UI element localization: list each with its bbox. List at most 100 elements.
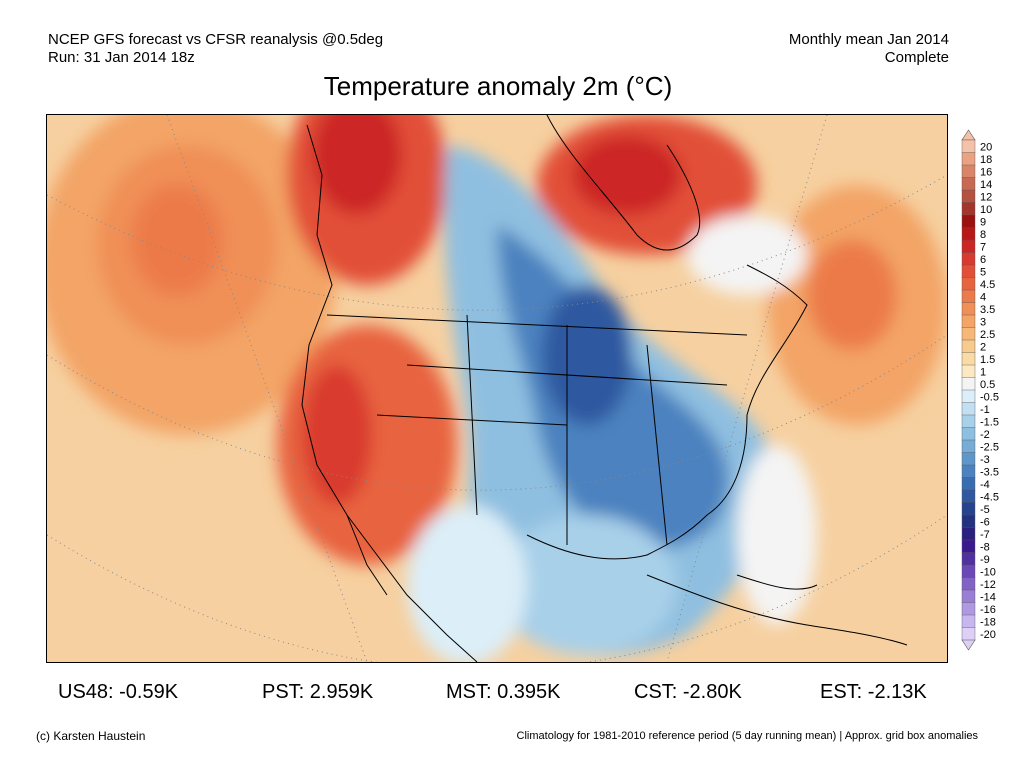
colorbar-cell: [961, 452, 976, 466]
period-label: Monthly mean Jan 2014: [788, 31, 949, 48]
colorbar-label: -2: [980, 429, 990, 441]
colorbar-cell: [961, 239, 976, 254]
colorbar-cell: [961, 252, 976, 266]
graticule: [47, 115, 947, 662]
colorbar-cell: [961, 139, 976, 154]
anomaly-field: [47, 115, 947, 662]
stat-est: EST: -2.13K: [820, 681, 927, 703]
colorbar-label: 1.5: [980, 354, 995, 366]
colorbar-cell: [961, 152, 976, 166]
colorbar-cell: [961, 314, 976, 329]
colorbar-label: 8: [980, 229, 986, 241]
colorbar-cell: [961, 214, 976, 229]
colorbar-cell: [961, 302, 976, 316]
colorbar-label: -7: [980, 529, 990, 541]
colorbar-label: -8: [980, 541, 990, 553]
colorbar-label: -10: [980, 566, 996, 578]
map-title: Temperature anomaly 2m (°C): [323, 71, 673, 101]
colorbar-cell: [961, 439, 976, 454]
anomaly-map: [46, 114, 948, 663]
colorbar-label: 2: [980, 341, 986, 353]
colorbar-cell: [961, 589, 976, 604]
colorbar-label: -14: [980, 591, 996, 603]
colorbar-label: -6: [980, 516, 990, 528]
colorbar-cell: [961, 552, 976, 566]
colorbar-label: 5: [980, 266, 986, 278]
coastlines: [301, 115, 908, 662]
colorbar-label: 12: [980, 191, 992, 203]
colorbar-cell: [961, 339, 976, 354]
colorbar-label: 7: [980, 241, 986, 253]
colorbar-cell: [961, 414, 976, 429]
colorbar-cell: [961, 502, 976, 516]
stat-us48: US48: -0.59K: [58, 681, 179, 703]
colorbar-label: 10: [980, 204, 992, 216]
colorbar-cell: [961, 364, 976, 379]
colorbar-bottom-arrow: [961, 639, 976, 651]
colorbar-label: 3.5: [980, 304, 995, 316]
colorbar-cell: [961, 377, 976, 391]
colorbar-cell: [961, 477, 976, 491]
header-left: NCEP GFS forecast vs CFSR reanalysis @0.…: [48, 31, 383, 67]
colorbar-label: -3.5: [980, 466, 999, 478]
colorbar-label: -2.5: [980, 441, 999, 453]
colorbar-label: -4: [980, 479, 990, 491]
colorbar-label: 9: [980, 216, 986, 228]
completion-status: Complete: [884, 49, 949, 66]
colorbar-label: -0.5: [980, 391, 999, 403]
colorbar-label: -18: [980, 616, 996, 628]
colorbar-cell: [961, 264, 976, 279]
colorbar-top-arrow: [961, 129, 976, 141]
climatology-note: Climatology for 1981-2010 reference peri…: [516, 730, 978, 742]
colorbar-cell: [961, 289, 976, 304]
colorbar-cell: [961, 202, 976, 216]
colorbar-cell: [961, 177, 976, 191]
colorbar-label: -5: [980, 504, 990, 516]
colorbar-cell: [961, 539, 976, 554]
colorbar-label: 2.5: [980, 329, 995, 341]
credit: (c) Karsten Haustein: [36, 729, 146, 743]
colorbar-cell: [961, 227, 976, 241]
colorbar-label: 6: [980, 254, 986, 266]
colorbar-cell: [961, 427, 976, 441]
colorbar-label: -4.5: [980, 491, 999, 503]
colorbar-label: 3: [980, 316, 986, 328]
colorbar-cell: [961, 614, 976, 629]
colorbar: 201816141210987654.543.532.521.510.5-0.5…: [961, 129, 999, 651]
colorbar-label: 4.5: [980, 279, 995, 291]
anomaly-map-svg: [47, 115, 947, 662]
colorbar-cell: [961, 627, 976, 641]
colorbar-cell: [961, 189, 976, 204]
colorbar-label: -12: [980, 579, 996, 591]
colorbar-label: -1: [980, 404, 990, 416]
model-description: NCEP GFS forecast vs CFSR reanalysis @0.…: [48, 31, 384, 48]
colorbar-cell: [961, 402, 976, 416]
colorbar-label: -16: [980, 604, 996, 616]
colorbar-label: 18: [980, 154, 992, 166]
colorbar-cell: [961, 164, 976, 179]
colorbar-label: 4: [980, 291, 986, 303]
colorbar-label: 14: [980, 179, 992, 191]
colorbar-label: 20: [980, 141, 992, 153]
colorbar-cell: [961, 389, 976, 404]
colorbar-cell: [961, 602, 976, 616]
colorbar-cell: [961, 327, 976, 341]
colorbar-label: -3: [980, 454, 990, 466]
colorbar-label: 16: [980, 166, 992, 178]
colorbar-cell: [961, 514, 976, 529]
stat-mst: MST: 0.395K: [446, 681, 561, 703]
region-stats: US48: -0.59K PST: 2.959K MST: 0.395K CST…: [0, 680, 1024, 704]
colorbar-label: -1.5: [980, 416, 999, 428]
colorbar-cell: [961, 464, 976, 479]
colorbar-label: 0.5: [980, 379, 995, 391]
colorbar-cell: [961, 577, 976, 591]
colorbar-cell: [961, 564, 976, 579]
stat-pst: PST: 2.959K: [262, 681, 374, 703]
colorbar-cell: [961, 352, 976, 366]
header-right: Monthly mean Jan 2014 Complete: [789, 31, 949, 67]
colorbar-cell: [961, 527, 976, 541]
colorbar-cell: [961, 489, 976, 504]
stat-cst: CST: -2.80K: [634, 681, 742, 703]
colorbar-cell: [961, 277, 976, 291]
run-time: Run: 31 Jan 2014 18z: [48, 49, 195, 66]
